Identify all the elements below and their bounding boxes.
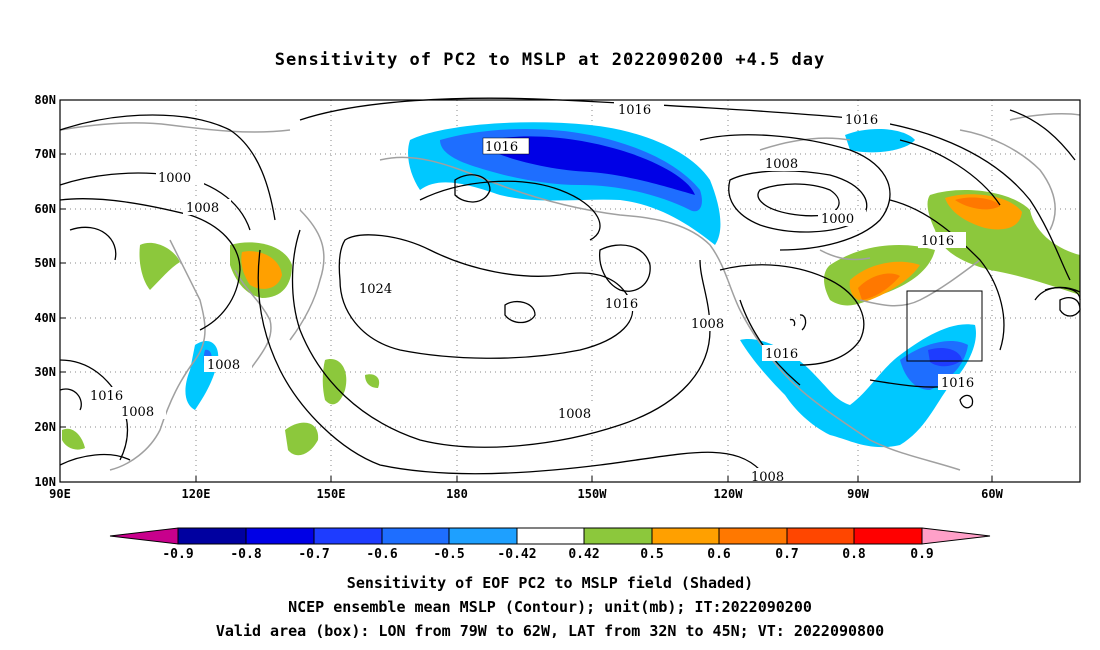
map-title: Sensitivity of PC2 to MSLP at 2022090200… (274, 50, 826, 70)
y-tick-label: 40N (34, 311, 56, 325)
contour-label: 1016 (941, 376, 974, 391)
contour-label: 1000 (158, 171, 191, 186)
shade-positive-india (62, 428, 85, 450)
colorbar-swatch (516, 527, 585, 545)
colorbar-label: 0.6 (707, 547, 731, 562)
colorbar (109, 527, 991, 545)
y-tick-label: 60N (34, 202, 56, 216)
contour-label: 1008 (186, 201, 219, 216)
contour-label: 1008 (765, 157, 798, 172)
tick-marks (60, 99, 993, 483)
colorbar-swatch (109, 527, 179, 545)
y-tick-label: 10N (34, 475, 56, 489)
colorbar-label: -0.7 (298, 547, 329, 562)
colorbar-label: 0.42 (568, 547, 599, 562)
colorbar-swatch (313, 527, 383, 545)
contour-label: 1008 (691, 317, 724, 332)
shade-positive-pac2 (365, 374, 380, 388)
shade-positive-pac1 (322, 359, 347, 405)
y-tick-label: 80N (34, 93, 56, 107)
shade-positive-japan-sea-core (241, 251, 282, 289)
contour-label: 1024 (359, 282, 392, 297)
x-tick-label: 60W (981, 487, 1003, 501)
colorbar-swatch (245, 527, 315, 545)
contour-label: 1016 (90, 389, 123, 404)
x-tick-label: 90W (847, 487, 869, 501)
x-tick-label: 120W (714, 487, 744, 501)
shade-positive-china (139, 242, 180, 290)
map-frame (59, 99, 1081, 483)
contour-label: 1008 (207, 358, 240, 373)
y-tick-label: 50N (34, 256, 56, 270)
caption-line-1: Sensitivity of EOF PC2 to MSLP field (Sh… (346, 574, 754, 592)
colorbar-label: -0.9 (162, 547, 193, 562)
colorbar-label: -0.8 (230, 547, 261, 562)
colorbar-labels: -0.9 -0.8 -0.7 -0.6 -0.5 -0.42 0.42 0.5 … (162, 547, 933, 562)
contour-label: 1008 (751, 470, 784, 485)
caption-line-2: NCEP ensemble mean MSLP (Contour); unit(… (288, 598, 812, 616)
contour-label: 1016 (605, 297, 638, 312)
colorbar-swatch (651, 527, 720, 545)
shade-negative-greenland (845, 128, 915, 153)
x-tick-label: 150W (578, 487, 608, 501)
caption-line-3: Valid area (box): LON from 79W to 62W, L… (215, 622, 885, 640)
contour-label: 1016 (921, 234, 954, 249)
x-tick-label: 120E (182, 487, 211, 501)
colorbar-label: 0.7 (775, 547, 798, 562)
y-tick-label: 70N (34, 147, 56, 161)
x-tick-label: 180 (446, 487, 468, 501)
y-tick-label: 20N (34, 420, 56, 434)
shade-positive-newfoundland-inner (858, 273, 900, 300)
colorbar-label: 0.9 (910, 547, 933, 562)
colorbar-swatch (718, 527, 788, 545)
colorbar-swatch (786, 527, 855, 545)
x-axis-labels: 90E 120E 150E 180 150W 120W 90W 60W (49, 487, 1003, 501)
colorbar-label: 0.5 (640, 547, 663, 562)
colorbar-label: -0.42 (497, 547, 536, 562)
shade-negative-gulf-alaska-inner (490, 136, 695, 195)
colorbar-label: -0.6 (366, 547, 397, 562)
contour-label: 1016 (845, 113, 878, 128)
colorbar-swatch (448, 527, 518, 545)
contour-label: 1016 (765, 347, 798, 362)
shade-negative-east-inner (928, 348, 962, 367)
y-axis-labels: 80N 70N 60N 50N 40N 30N 20N 10N (34, 93, 56, 489)
x-tick-label: 90E (49, 487, 71, 501)
colorbar-label: -0.5 (433, 547, 464, 562)
contour-label: 1000 (821, 212, 854, 227)
y-tick-label: 30N (34, 365, 56, 379)
colorbar-swatch (177, 527, 247, 545)
valid-area-box (906, 290, 983, 362)
shade-positive-pac3 (285, 422, 319, 456)
colorbar-label: 0.8 (842, 547, 866, 562)
shade-positive-iceland-inner (955, 197, 1000, 210)
colorbar-swatch (583, 527, 653, 545)
colorbar-swatch (381, 527, 450, 545)
contour-label: 1016 (485, 140, 518, 155)
contour-labels: 1016 1016 1016 1000 1008 1008 1000 1016 … (88, 101, 986, 485)
colorbar-swatch (921, 527, 991, 545)
contour-label: 1008 (121, 405, 154, 420)
colorbar-swatch (853, 527, 923, 545)
contour-label: 1016 (618, 103, 651, 118)
x-tick-label: 150E (317, 487, 346, 501)
contour-label: 1008 (558, 407, 591, 422)
